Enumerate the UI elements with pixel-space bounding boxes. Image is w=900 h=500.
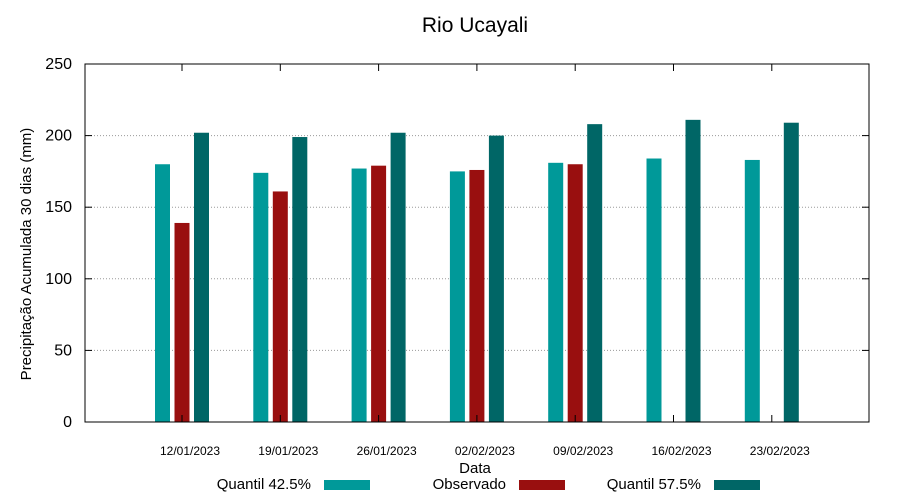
x-tick-label: 19/01/2023	[258, 444, 318, 458]
legend-label: Quantil 42.5%	[217, 476, 311, 493]
x-tick-label: 02/02/2023	[455, 444, 515, 458]
bar-1	[449, 171, 465, 422]
legend-swatch	[324, 480, 370, 490]
bar-2	[174, 222, 190, 422]
bar-3	[194, 132, 209, 422]
x-tick-label: 23/02/2023	[750, 444, 810, 458]
bar-3	[783, 122, 799, 422]
bar-2	[469, 169, 485, 422]
bar-1	[351, 168, 367, 422]
bar-1	[744, 159, 760, 422]
bar-3	[685, 119, 701, 423]
y-tick-label: 0	[63, 414, 72, 431]
y-tick-label: 200	[45, 128, 72, 145]
bar-1	[548, 162, 564, 423]
y-tick-label: 250	[45, 56, 72, 73]
bar-2	[272, 191, 288, 422]
y-tick-label: 100	[45, 271, 72, 288]
bar-1	[253, 172, 269, 422]
x-ticks: 12/01/2023 19/01/2023 26/01/2023 02/02/2023…	[160, 64, 810, 458]
bar-2	[567, 164, 583, 423]
bar-3	[390, 132, 406, 422]
bar-3	[587, 124, 603, 423]
bar-3	[292, 137, 308, 423]
y-ticks: 0 50 100 150 200 250	[45, 56, 869, 431]
y-tick-label: 150	[45, 199, 72, 216]
bar-3	[488, 135, 504, 422]
x-axis-label: Data	[459, 460, 491, 477]
x-tick-label: 09/02/2023	[553, 444, 613, 458]
legend: Quantil 42.5% Observado Quantil 57.5%	[217, 476, 760, 493]
bar-2	[371, 165, 387, 422]
legend-swatch	[714, 480, 760, 490]
legend-label: Observado	[433, 476, 506, 493]
chart-title: Rio Ucayali	[422, 14, 528, 37]
y-axis-label: Precipitação Acumulada 30 dias (mm)	[18, 128, 35, 381]
bars	[155, 119, 799, 423]
legend-swatch	[519, 480, 565, 490]
bar-1	[646, 158, 662, 422]
x-tick-label: 16/02/2023	[651, 444, 711, 458]
x-tick-label: 12/01/2023	[160, 444, 220, 458]
y-tick-label: 50	[54, 342, 72, 359]
x-tick-label: 26/01/2023	[357, 444, 417, 458]
bar-1	[155, 164, 170, 423]
legend-label: Quantil 57.5%	[607, 476, 701, 493]
